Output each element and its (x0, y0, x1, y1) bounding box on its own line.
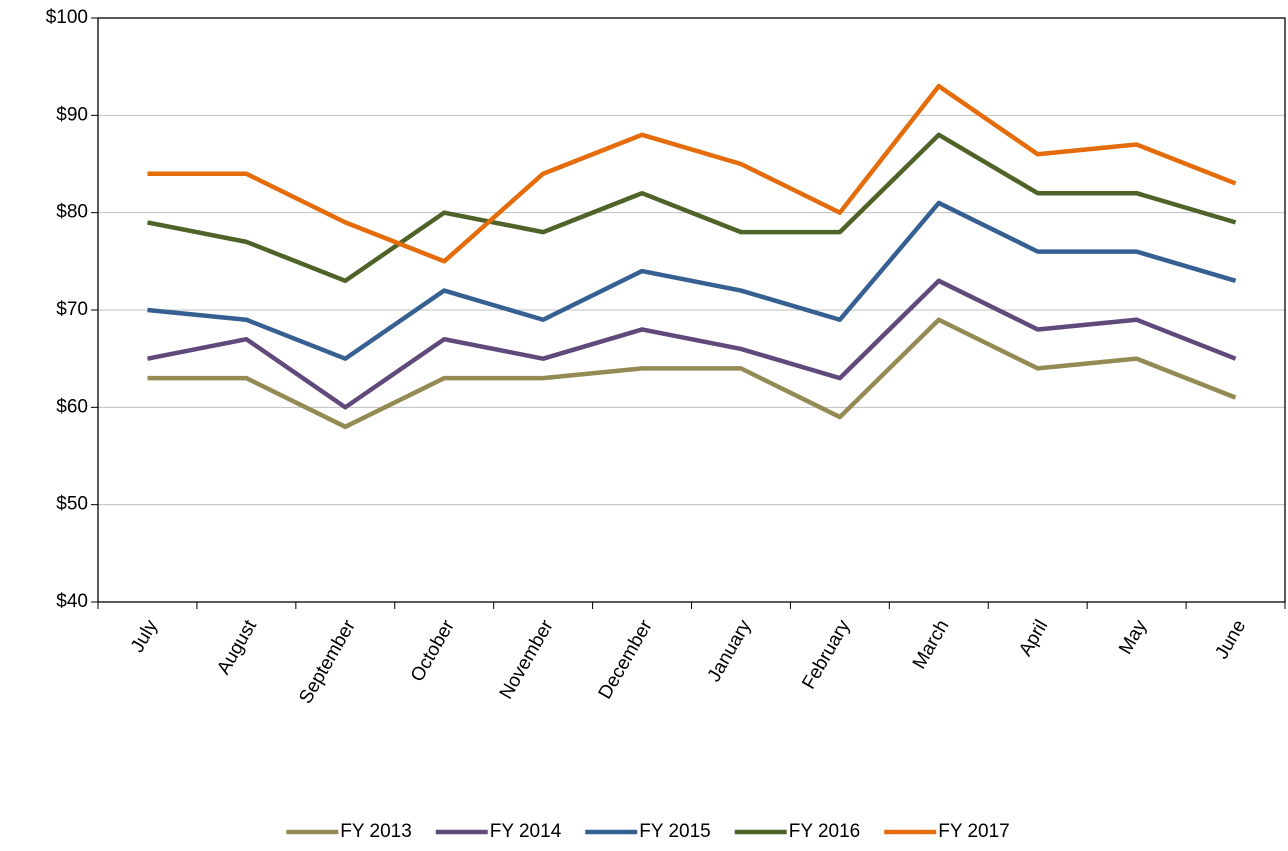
legend-label: FY 2013 (340, 821, 411, 842)
series-line (147, 83, 1237, 264)
y-tick-label: $90 (56, 104, 88, 125)
x-tick-label: June (1211, 617, 1250, 663)
x-tick-label: March (909, 617, 954, 673)
x-tick-label: October (407, 616, 459, 686)
x-tick-label: November (496, 616, 558, 703)
x-tick-label: January (704, 616, 756, 685)
y-tick-label: $50 (56, 494, 88, 515)
y-tick-label: $80 (56, 202, 88, 223)
x-tick-label: February (798, 616, 854, 693)
series-line (147, 317, 1237, 430)
legend-label: FY 2015 (639, 821, 710, 842)
x-tick-label: April (1015, 617, 1052, 660)
y-tick-label: $100 (46, 7, 88, 28)
y-tick-label: $40 (56, 591, 88, 612)
series-line (147, 200, 1237, 361)
series-line (147, 278, 1237, 410)
x-tick-label: August (213, 616, 261, 678)
legend-label: FY 2017 (938, 821, 1009, 842)
x-tick-label: September (295, 616, 360, 708)
legend-label: FY 2016 (789, 821, 860, 842)
x-tick-label: May (1115, 616, 1151, 658)
y-tick-label: $60 (56, 396, 88, 417)
legend-label: FY 2014 (490, 821, 562, 842)
legend: FY 2013 FY 2014 FY 2015 FY 2016 FY 2017 (286, 821, 1010, 842)
x-tick-label: July (127, 616, 162, 656)
series-line (147, 132, 1237, 284)
y-tick-label: $70 (56, 299, 88, 320)
x-tick-label: December (595, 616, 657, 703)
